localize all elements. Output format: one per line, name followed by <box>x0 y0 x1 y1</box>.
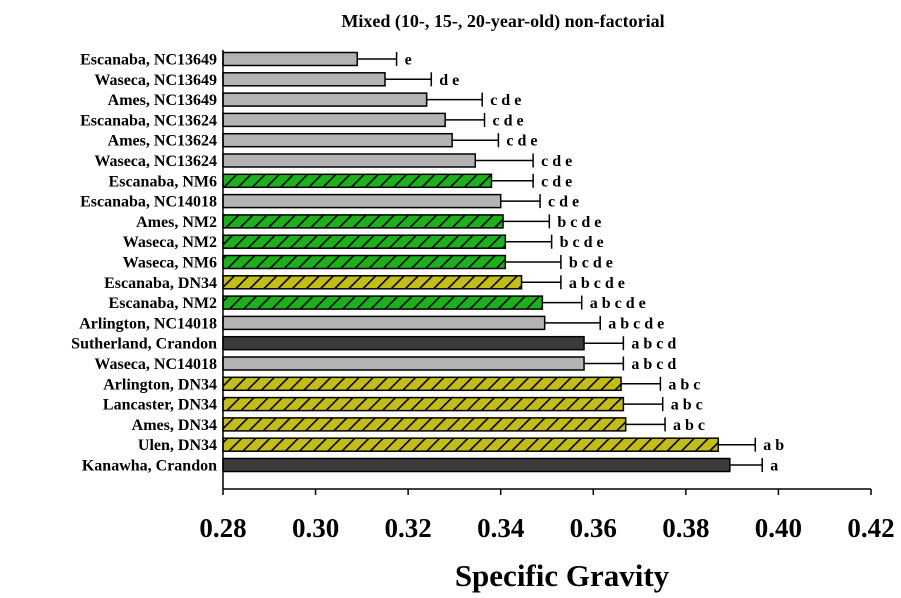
category-label: Escanaba, NM2 <box>109 295 217 312</box>
category-label: Kanawha, Crandon <box>82 458 217 475</box>
significance-letters: b c d e <box>569 255 613 272</box>
bar-group: Waseca, NC13649 d e <box>94 72 459 89</box>
bars-layer: Escanaba, NC13649 e Waseca, NC13649 d e Ames… <box>71 52 784 475</box>
x-axis: 0.28 0.30 0.32 0.34 0.36 0.38 0.40 0.42 <box>199 50 895 543</box>
category-label: Ames, DN34 <box>132 417 217 434</box>
bar-group: Ames, NC13624 c d e <box>108 133 538 150</box>
bar-group: Escanaba, NM6 c d e <box>109 173 573 190</box>
category-label: Ulen, DN34 <box>138 437 217 454</box>
category-label: Waseca, NC13649 <box>94 72 217 89</box>
significance-letters: e <box>405 52 412 69</box>
bar-group: Sutherland, Crandon a b c d <box>71 336 676 353</box>
significance-letters: d e <box>439 72 459 89</box>
bar <box>222 234 507 249</box>
bar-group: Waseca, NC13624 c d e <box>94 153 572 170</box>
category-label: Escanaba, NC13649 <box>80 52 217 69</box>
category-label: Lancaster, DN34 <box>103 397 217 414</box>
bar-group: Ames, NM2 b c d e <box>136 214 601 231</box>
category-label: Escanaba, NM6 <box>109 173 217 190</box>
chart-title: Mixed (10-, 15-, 20-year-old) non-factor… <box>341 11 664 32</box>
significance-letters: a b c <box>673 417 705 434</box>
x-tick-label: 0.34 <box>477 513 524 543</box>
bar <box>222 315 546 331</box>
bar-group: Ulen, DN34 a b <box>138 437 784 454</box>
bar <box>222 295 544 310</box>
category-label: Waseca, NC14018 <box>94 356 217 373</box>
x-tick-label: 0.40 <box>755 513 802 543</box>
x-tick-label: 0.28 <box>199 513 246 543</box>
bar-group: Arlington, NC14018 a b c d e <box>79 315 664 332</box>
x-tick-label: 0.42 <box>847 513 894 543</box>
significance-letters: a b c <box>671 397 703 414</box>
bar <box>222 92 428 107</box>
bar-group: Escanaba, NM2 a b c d e <box>109 295 646 312</box>
category-label: Escanaba, NC13624 <box>80 112 217 129</box>
significance-letters: c d e <box>541 173 572 190</box>
bar <box>222 356 585 371</box>
significance-letters: c d e <box>541 153 572 170</box>
significance-letters: c d e <box>493 112 524 129</box>
bar <box>222 214 504 229</box>
bar-group: Escanaba, NC13649 e <box>80 52 412 69</box>
category-label: Waseca, NM6 <box>123 255 217 272</box>
category-label: Sutherland, Crandon <box>71 336 217 353</box>
bar-group: Waseca, NC14018 a b c d <box>94 356 676 373</box>
bar-group: Escanaba, NC14018 c d e <box>80 194 579 211</box>
category-label: Arlington, DN34 <box>103 376 217 393</box>
significance-letters: c d e <box>548 194 579 211</box>
bar <box>222 153 477 168</box>
significance-letters: b c d e <box>560 234 604 251</box>
category-label: Escanaba, NC14018 <box>80 194 217 211</box>
bar-group: Escanaba, DN34 a b c d e <box>104 275 625 292</box>
bar <box>222 51 358 67</box>
bar-group: Waseca, NM2 b c d e <box>123 234 604 251</box>
significance-letters: c d e <box>506 133 537 150</box>
bar <box>222 335 585 351</box>
bar <box>222 417 627 432</box>
category-label: Waseca, NM2 <box>123 234 217 251</box>
bar <box>222 275 523 290</box>
bar <box>222 396 625 412</box>
category-label: Ames, NM2 <box>136 214 217 231</box>
bar-group: Lancaster, DN34 a b c <box>103 397 703 414</box>
x-tick-label: 0.32 <box>385 513 432 543</box>
x-tick-label: 0.38 <box>662 513 709 543</box>
significance-letters: a b c <box>668 376 700 393</box>
bar <box>222 437 720 452</box>
bar-group: Arlington, DN34 a b c <box>103 376 700 393</box>
x-axis-title: Specific Gravity <box>455 558 670 593</box>
category-label: Escanaba, DN34 <box>104 275 217 292</box>
significance-letters: a b c d e <box>608 315 664 332</box>
x-tick-label: 0.30 <box>292 513 339 543</box>
category-label: Ames, NC13624 <box>108 133 217 150</box>
category-label: Waseca, NC13624 <box>94 153 217 170</box>
significance-letters: a b c d <box>631 336 676 353</box>
significance-letters: a <box>770 458 778 475</box>
significance-letters: a b c d e <box>569 275 625 292</box>
bar <box>222 72 386 87</box>
bar <box>222 132 453 148</box>
bar-group: Escanaba, NC13624 c d e <box>80 112 524 129</box>
significance-letters: c d e <box>490 92 521 109</box>
bar-group: Kanawha, Crandon a <box>82 458 778 475</box>
category-label: Ames, NC13649 <box>108 92 217 109</box>
bar <box>222 112 446 128</box>
bar-group: Waseca, NM6 b c d e <box>123 255 613 272</box>
bar <box>222 193 502 209</box>
bar-group: Ames, DN34 a b c <box>132 417 705 434</box>
significance-letters: b c d e <box>557 214 601 231</box>
category-label: Arlington, NC14018 <box>79 315 217 332</box>
bar-group: Ames, NC13649 c d e <box>108 92 522 109</box>
significance-letters: a b <box>763 437 784 454</box>
x-tick-label: 0.36 <box>570 513 617 543</box>
significance-letters: a b c d e <box>590 295 646 312</box>
bar <box>222 376 622 392</box>
significance-letters: a b c d <box>631 356 676 373</box>
bar <box>222 173 493 189</box>
bar <box>222 254 507 270</box>
bar <box>222 457 731 473</box>
